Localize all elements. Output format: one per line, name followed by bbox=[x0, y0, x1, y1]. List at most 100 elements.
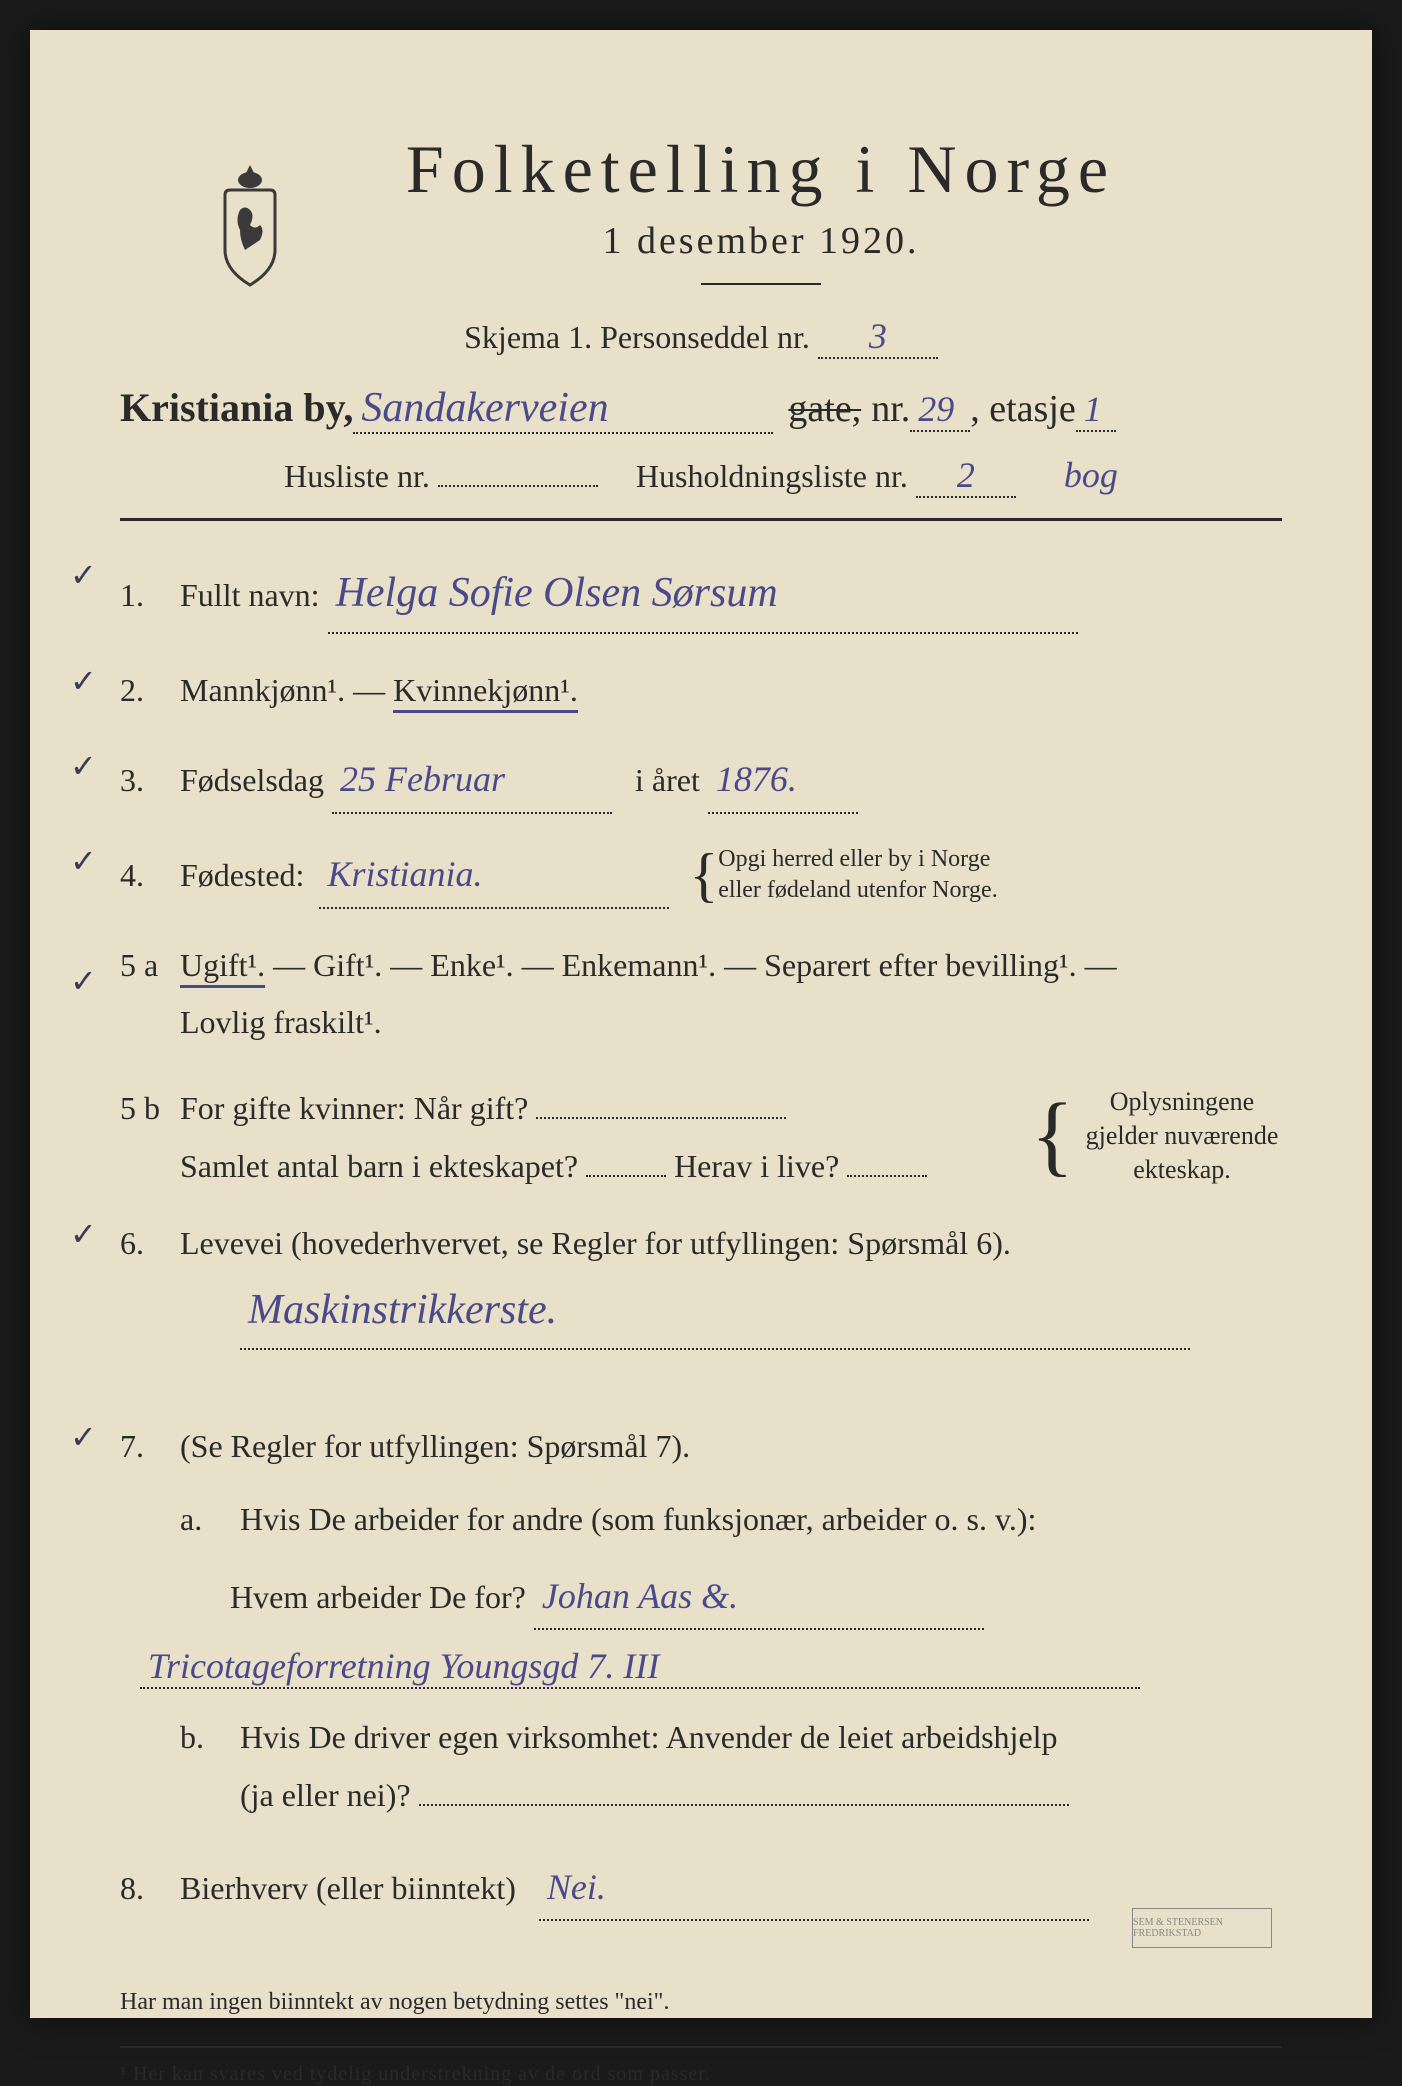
husholdning-value: 2 bbox=[916, 454, 1016, 498]
q5b-label1: For gifte kvinner: Når gift? bbox=[180, 1090, 528, 1126]
nr-value: 29 bbox=[910, 388, 970, 432]
footnote-2: ¹ Her kan svares ved tydelig understrekn… bbox=[120, 2063, 1282, 2086]
q1-value: Helga Sofie Olsen Sørsum bbox=[328, 556, 1078, 634]
question-7a: a. Hvis De arbeider for andre (som funks… bbox=[180, 1491, 1282, 1549]
q3-num: 3. bbox=[120, 762, 170, 799]
q2-content: Mannkjønn¹. — Kvinnekjønn¹. bbox=[180, 662, 1282, 720]
q2-num: 2. bbox=[120, 672, 170, 709]
checkmark-icon: ✓ bbox=[70, 962, 97, 1000]
footnote-divider bbox=[120, 2046, 1282, 2048]
question-6: ✓ 6. Levevei (hovederhvervet, se Regler … bbox=[120, 1215, 1282, 1350]
q5b-note-bracket: { Oplysningene gjelder nuværende ekteska… bbox=[1031, 1085, 1282, 1186]
q8-content: Bierhverv (eller biinntekt) Nei. bbox=[180, 1855, 1282, 1922]
q3-year: 1876. bbox=[708, 747, 858, 814]
q3-content: Fødselsdag 25 Februar i året 1876. bbox=[180, 747, 1282, 814]
question-7b: b. Hvis De driver egen virksomhet: Anven… bbox=[180, 1709, 1282, 1824]
q7a-label: a. bbox=[180, 1501, 230, 1538]
q7a-text: Hvis De arbeider for andre (som funksjon… bbox=[240, 1491, 1282, 1549]
question-7a-q: Hvem arbeider De for? Johan Aas &. bbox=[230, 1564, 1282, 1631]
printer-stamp: SEM & STENERSEN FREDRIKSTAD bbox=[1132, 1908, 1272, 1948]
question-4: ✓ 4. Fødested: Kristiania. { Opgi herred… bbox=[120, 842, 1282, 909]
q5b-content: For gifte kvinner: Når gift? { Oplysning… bbox=[180, 1080, 1282, 1195]
q5a-enkemann: Enkemann¹. bbox=[562, 947, 716, 983]
title-divider bbox=[701, 283, 821, 285]
q3-year-label: i året bbox=[635, 762, 700, 798]
q7a-q-label: Hvem arbeider De for? bbox=[230, 1579, 526, 1615]
city-line: Kristiania by, Sandakerveien gate, nr. 2… bbox=[120, 384, 1282, 434]
q4-num: 4. bbox=[120, 857, 170, 894]
question-3: ✓ 3. Fødselsdag 25 Februar i året 1876. bbox=[120, 747, 1282, 814]
schema-line: Skjema 1. Personseddel nr. 3 bbox=[120, 315, 1282, 359]
q6-value: Maskinstrikkerste. bbox=[240, 1273, 1190, 1351]
gate-label: gate, bbox=[788, 387, 861, 431]
question-8: 8. Bierhverv (eller biinntekt) Nei. bbox=[120, 1855, 1282, 1922]
q5b-note-text: Oplysningene gjelder nuværende ekteskap. bbox=[1082, 1085, 1282, 1186]
q8-num: 8. bbox=[120, 1870, 170, 1907]
q5b-label3: Herav i live? bbox=[674, 1148, 839, 1184]
q6-num: 6. bbox=[120, 1225, 170, 1262]
q5a-content: Ugift¹. — Gift¹. — Enke¹. — Enkemann¹. —… bbox=[180, 937, 1282, 1052]
question-2: ✓ 2. Mannkjønn¹. — Kvinnekjønn¹. bbox=[120, 662, 1282, 720]
q8-label: Bierhverv (eller biinntekt) bbox=[180, 1870, 516, 1906]
q7-header: (Se Regler for utfyllingen: Spørsmål 7). bbox=[180, 1418, 1282, 1476]
schema-number: 3 bbox=[818, 315, 938, 359]
checkmark-icon: ✓ bbox=[70, 1418, 97, 1456]
q7-num: 7. bbox=[120, 1428, 170, 1465]
etasje-value: 1 bbox=[1076, 388, 1116, 432]
subtitle-date: 1 desember 1920. bbox=[240, 219, 1282, 263]
q1-content: Fullt navn: Helga Sofie Olsen Sørsum bbox=[180, 556, 1282, 634]
q4-note2: eller fødeland utenfor Norge. bbox=[718, 877, 997, 903]
q5a-enke: Enke¹. bbox=[430, 947, 513, 983]
q7a-value2: Tricotageforretning Youngsgd 7. III bbox=[140, 1645, 1140, 1689]
q1-num: 1. bbox=[120, 577, 170, 614]
q5a-gift: Gift¹. bbox=[313, 947, 382, 983]
q3-day: 25 Februar bbox=[332, 747, 612, 814]
q5a-ugift: Ugift¹. bbox=[180, 947, 265, 988]
bracket-icon: { bbox=[1031, 1113, 1074, 1158]
main-title: Folketelling i Norge bbox=[240, 130, 1282, 209]
husholdning-label: Husholdningsliste nr. bbox=[636, 458, 908, 494]
q7b-label: b. bbox=[180, 1719, 230, 1756]
document-header: Folketelling i Norge 1 desember 1920. bbox=[240, 130, 1282, 285]
question-1: ✓ 1. Fullt navn: Helga Sofie Olsen Sørsu… bbox=[120, 556, 1282, 634]
q4-label: Fødested: bbox=[180, 847, 304, 905]
q4-value: Kristiania. bbox=[319, 842, 669, 909]
husliste-value bbox=[438, 485, 598, 487]
q7b-text: Hvis De driver egen virksomhet: Anvender… bbox=[240, 1719, 1058, 1755]
q2-dash: — bbox=[353, 672, 393, 708]
etasje-label: , etasje bbox=[970, 387, 1076, 431]
q4-content: Fødested: Kristiania. { Opgi herred elle… bbox=[180, 842, 1282, 909]
question-7a-line2: Tricotageforretning Youngsgd 7. III bbox=[120, 1645, 1282, 1689]
q7b-content: Hvis De driver egen virksomhet: Anvender… bbox=[240, 1709, 1282, 1824]
question-5b: 5 b For gifte kvinner: Når gift? { Oplys… bbox=[120, 1080, 1282, 1195]
q8-value: Nei. bbox=[539, 1855, 1089, 1922]
q2-kvinne: Kvinnekjønn¹. bbox=[393, 672, 578, 713]
q4-note: Opgi herred eller by i Norge eller fødel… bbox=[718, 844, 998, 906]
husliste-line: Husliste nr. Husholdningsliste nr. 2 bog bbox=[120, 454, 1282, 498]
q7a-value1: Johan Aas &. bbox=[534, 1564, 984, 1631]
q6-label: Levevei (hovederhvervet, se Regler for u… bbox=[180, 1225, 1011, 1261]
bracket-icon: { bbox=[689, 860, 718, 890]
census-document: Folketelling i Norge 1 desember 1920. Sk… bbox=[30, 30, 1372, 2018]
checkmark-icon: ✓ bbox=[70, 662, 97, 700]
q5a-fraskilt: Lovlig fraskilt¹. bbox=[180, 1004, 382, 1040]
husliste-label: Husliste nr. bbox=[284, 458, 430, 494]
q5b-label2: Samlet antal barn i ekteskapet? bbox=[180, 1148, 578, 1184]
question-7: ✓ 7. (Se Regler for utfyllingen: Spørsmå… bbox=[120, 1418, 1282, 1476]
city-label: Kristiania by, bbox=[120, 384, 353, 431]
q5a-num: 5 a bbox=[120, 947, 170, 984]
question-5a: ✓ 5 a Ugift¹. — Gift¹. — Enke¹. — Enkema… bbox=[120, 937, 1282, 1052]
checkmark-icon: ✓ bbox=[70, 556, 97, 594]
main-divider bbox=[120, 518, 1282, 521]
checkmark-icon: ✓ bbox=[70, 1215, 97, 1253]
crest-icon bbox=[205, 160, 295, 290]
checkmark-icon: ✓ bbox=[70, 842, 97, 880]
q5b-num: 5 b bbox=[120, 1090, 170, 1127]
q4-note1: Opgi herred eller by i Norge bbox=[718, 846, 990, 872]
checkmark-icon: ✓ bbox=[70, 747, 97, 785]
q2-mann: Mannkjønn¹. bbox=[180, 672, 345, 708]
street-value: Sandakerveien bbox=[353, 384, 773, 434]
q5a-separert: Separert efter bevilling¹. bbox=[764, 947, 1077, 983]
q6-content: Levevei (hovederhvervet, se Regler for u… bbox=[180, 1215, 1282, 1350]
schema-label: Skjema 1. Personseddel nr. bbox=[464, 319, 810, 355]
